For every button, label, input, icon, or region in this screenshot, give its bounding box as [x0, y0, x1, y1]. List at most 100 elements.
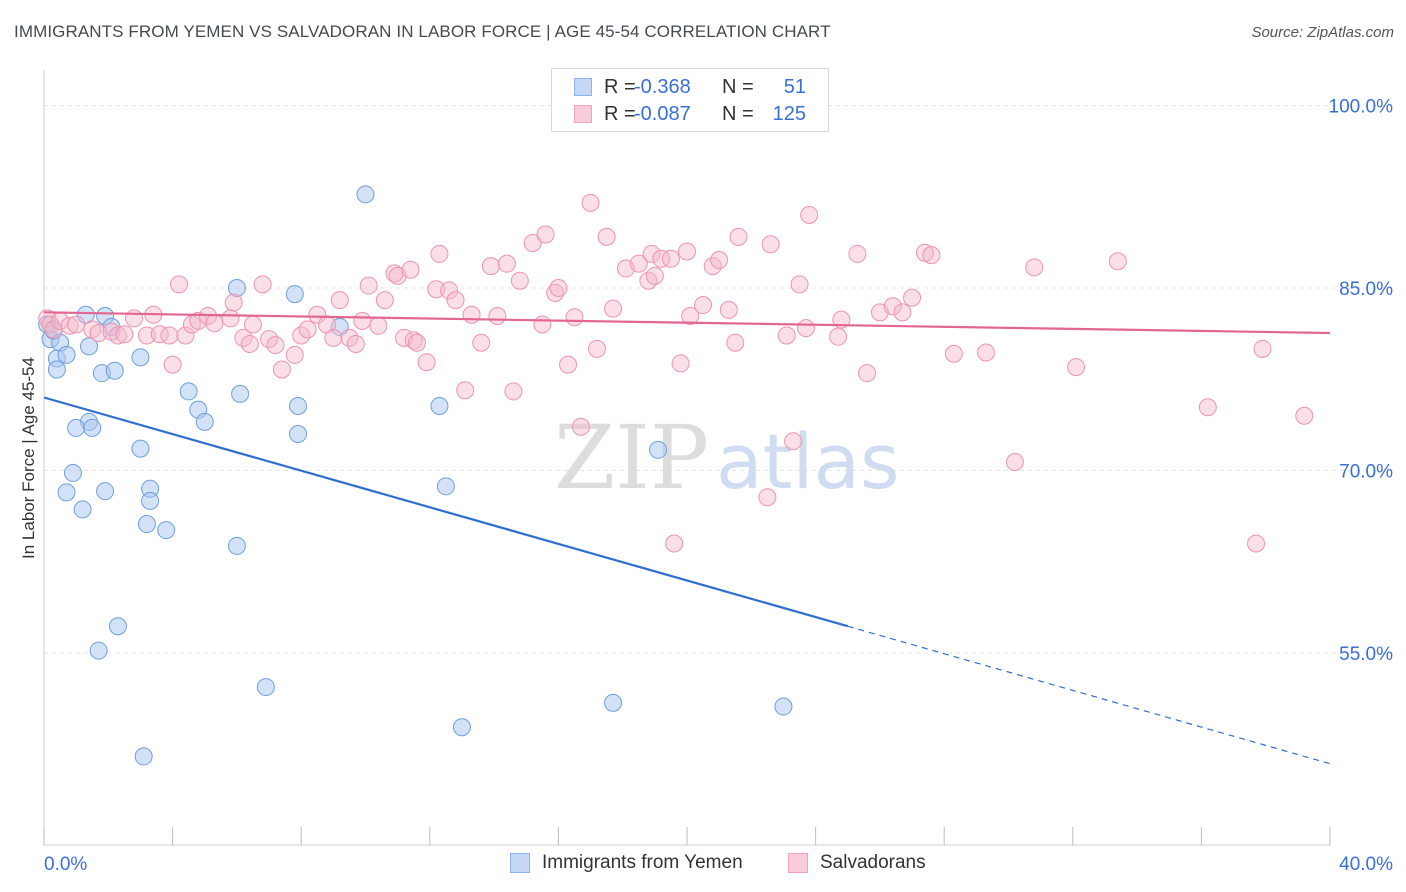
salvadoran-point — [170, 275, 189, 294]
salvadoran-point — [1025, 258, 1044, 277]
salvadoran-point — [1067, 358, 1086, 377]
salvadoran-point — [353, 311, 372, 330]
salvadoran-point — [108, 326, 127, 345]
chart-title: IMMIGRANTS FROM YEMEN VS SALVADORAN IN L… — [14, 22, 831, 41]
salvadoran-point — [671, 354, 690, 373]
salvadoran-point — [510, 271, 529, 290]
salvadoran-point — [848, 244, 867, 263]
y-tick-label: 85.0% — [1339, 279, 1393, 300]
salvadoran-point — [160, 326, 179, 345]
salvadoran-point — [678, 242, 696, 261]
salvadoran-point — [346, 334, 365, 353]
salvadoran-point — [858, 364, 877, 383]
salvadoran-point — [67, 315, 86, 334]
r-label: R = — [604, 102, 636, 125]
yemen-point — [452, 718, 471, 737]
salvadoran-point — [903, 288, 922, 307]
y-tick-label: 55.0% — [1339, 644, 1393, 665]
x-tick-label-min: 0.0% — [44, 854, 87, 875]
salvadoran-point — [571, 417, 590, 436]
r-label: R = — [604, 75, 636, 98]
salvadoran-point — [694, 296, 713, 315]
salvadoran-point — [427, 280, 446, 299]
gridlines — [44, 105, 1392, 654]
salvadoran-point — [150, 325, 169, 344]
salvadoran-point — [205, 314, 224, 333]
salvadoran-point — [642, 244, 661, 263]
source-label: Source: ZipAtlas.com — [1251, 24, 1394, 41]
salvadoran-point — [488, 306, 507, 325]
salvadoran-point — [243, 315, 262, 334]
salvadoran-point — [330, 291, 349, 310]
salvadoran-legend-label: Salvadorans — [820, 852, 926, 873]
salvadoran-point — [308, 305, 327, 324]
yemen-point — [141, 491, 160, 510]
salvadoran-point — [472, 333, 491, 352]
salvadoran-point — [272, 360, 291, 379]
salvadoran-point — [710, 251, 729, 270]
salvadoran-point — [1198, 398, 1217, 417]
salvadoran-point — [796, 319, 815, 338]
salvadoran-point — [189, 311, 208, 330]
salvadoran-point — [404, 331, 423, 350]
salvadoran-point — [407, 333, 426, 352]
salvadoran-point — [417, 353, 436, 372]
yemen-points — [38, 185, 793, 766]
salvadoran-point — [125, 309, 144, 328]
salvadoran-point — [832, 310, 851, 329]
salvadoran-points — [38, 193, 1314, 553]
yemen-point — [604, 693, 623, 712]
yemen-point — [231, 384, 250, 403]
n-value-yemen: 51 — [783, 75, 806, 98]
watermark-atlas: atlas — [716, 417, 900, 506]
salvadoran-point — [1108, 252, 1127, 271]
salvadoran-point — [221, 309, 240, 328]
salvadoran-point — [976, 343, 995, 362]
legend-item-yemen[interactable]: Immigrants from Yemen — [510, 852, 743, 874]
salvadoran-point — [324, 328, 343, 347]
yemen-point — [57, 345, 76, 364]
y-tick-label: 100.0% — [1329, 97, 1394, 118]
yemen-point — [256, 678, 275, 697]
salvadoran-point — [665, 534, 684, 553]
y-axis-label: In Labor Force | Age 45-54 — [19, 357, 38, 559]
salvadoran-point — [1247, 534, 1266, 553]
yemen-point — [774, 697, 793, 716]
yemen-legend-label: Immigrants from Yemen — [542, 852, 743, 873]
yemen-point — [80, 337, 99, 356]
salvadoran-point — [504, 382, 523, 401]
tick-labels: 55.0% 70.0% 85.0% 100.0% 0.0% 40.0% — [44, 97, 1393, 876]
yemen-point — [436, 477, 455, 496]
salvadoran-point — [790, 275, 809, 294]
salvadoran-point — [523, 233, 542, 252]
legend-item-salvadoran[interactable]: Salvadorans — [788, 852, 926, 874]
salvadoran-point — [761, 235, 780, 254]
salvadoran-point — [784, 432, 803, 451]
salvadoran-point — [893, 303, 912, 322]
yemen-point — [288, 425, 307, 443]
salvadoran-point — [456, 381, 475, 400]
yemen-trend-extension — [847, 625, 1331, 765]
stats-legend: R = -0.368 N = 51 R = -0.087 N = 125 — [551, 68, 829, 132]
salvadoran-point — [777, 326, 796, 345]
yemen-point — [105, 361, 124, 380]
salvadoran-point — [89, 324, 108, 343]
salvadoran-point — [481, 257, 500, 276]
salvadoran-point — [401, 260, 420, 279]
salvadoran-point — [652, 249, 671, 268]
salvadoran-point — [176, 326, 195, 345]
yemen-point — [227, 279, 246, 297]
salvadoran-point — [430, 244, 449, 263]
salvadoran-trend-line — [43, 311, 1331, 335]
yemen-point — [47, 360, 66, 379]
axes — [43, 70, 1331, 846]
yemen-point — [179, 382, 198, 401]
x-tick-label-max: 40.0% — [1339, 854, 1393, 875]
yemen-point — [134, 747, 153, 766]
r-value-yemen: -0.368 — [634, 75, 691, 98]
salvadoran-point — [629, 254, 648, 273]
legend-row-salvadoran: R = -0.087 N = 125 — [574, 102, 806, 126]
y-tick-label: 70.0% — [1339, 462, 1393, 483]
salvadoran-point — [565, 308, 584, 327]
